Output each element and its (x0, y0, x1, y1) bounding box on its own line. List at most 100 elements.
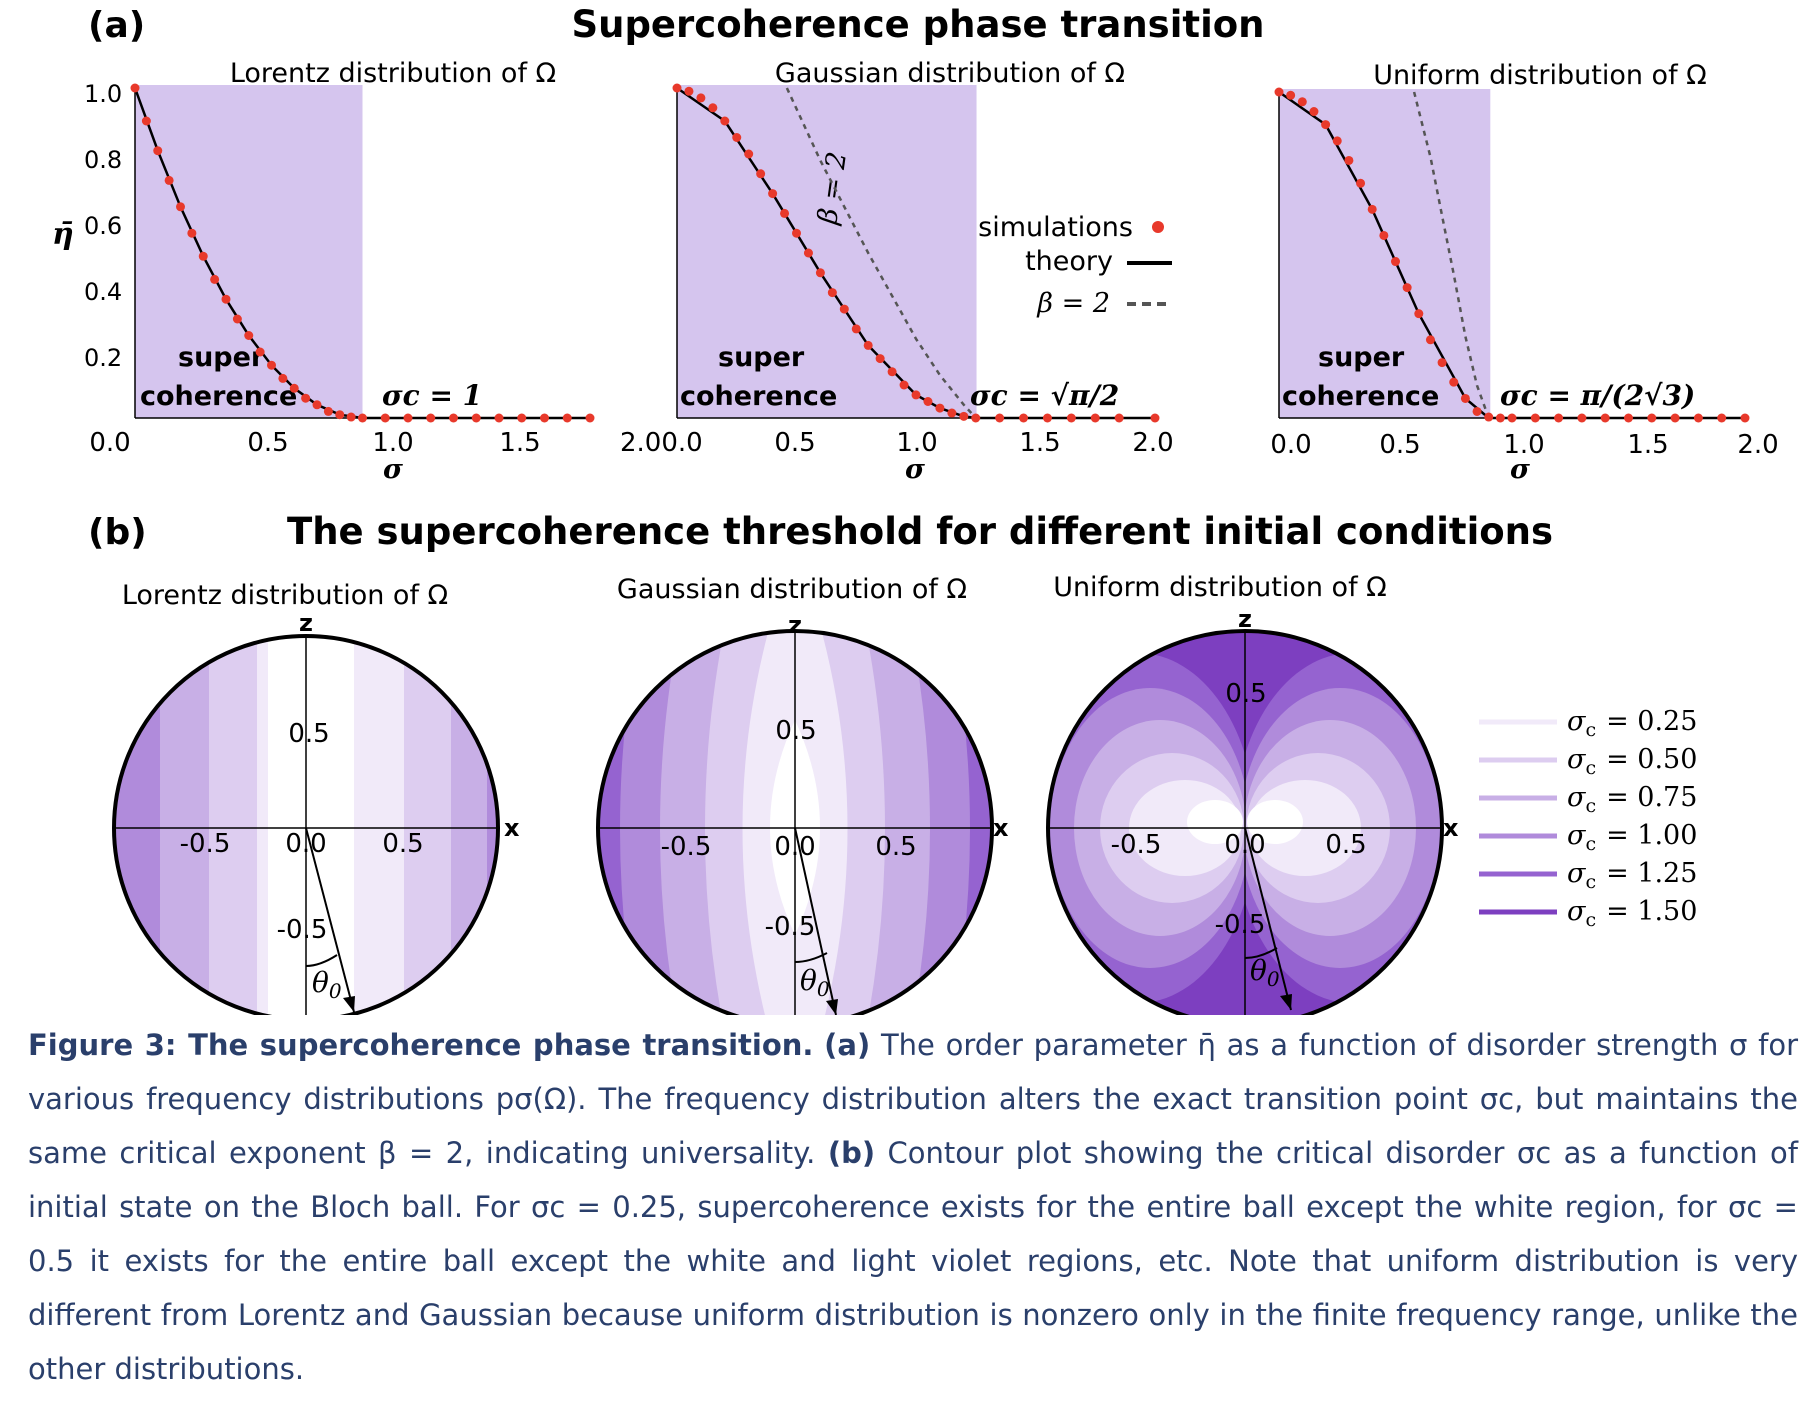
theta-label: θ0 (800, 964, 830, 1001)
bloch-ball-uniform: Uniform distribution of Ω z x -0.5 0.0 0… (1046, 572, 1459, 1015)
simulation-point (153, 146, 163, 156)
caption-a-label: (a) (824, 1028, 871, 1062)
plot-gaussian: Gaussian distribution of Ω 2.00.0 0.5 1.… (620, 58, 1174, 485)
simulation-point (744, 149, 754, 159)
simulation-point (1114, 413, 1124, 423)
simulation-point (1600, 413, 1610, 423)
critical-label: σc = π/(2√3) (1500, 379, 1695, 412)
simulation-point (1670, 413, 1680, 423)
x-tick: 2.00.0 (620, 428, 703, 458)
caption-text-a: The order parameter η̄ as a function of … (28, 1028, 1799, 1170)
simulation-point (1309, 107, 1319, 117)
x-tick: 0.5 (1379, 430, 1420, 460)
critical-label: σc = 1 (382, 379, 482, 412)
simulation-point (839, 304, 849, 314)
simulation-point (780, 208, 790, 218)
supercoherence-region (1279, 89, 1491, 418)
legend-simulations-label: simulations (978, 212, 1133, 243)
z-tick: -0.5 (765, 912, 816, 942)
figure: (a) Supercoherence phase transition Lore… (52, 3, 1779, 1015)
state-vector-arrowhead (343, 996, 355, 1012)
simulation-point (130, 83, 140, 93)
contour-title: Gaussian distribution of Ω (617, 574, 967, 605)
simulation-point (1414, 309, 1424, 319)
simulation-point (426, 413, 436, 423)
y-tick: 0.6 (84, 212, 122, 240)
z-tick: 0.5 (1225, 679, 1266, 709)
simulation-point (827, 288, 837, 298)
simulation-point (1530, 413, 1540, 423)
x-tick: 2.0 (1737, 430, 1778, 460)
simulation-point (756, 169, 766, 179)
simulation-point (1717, 413, 1727, 423)
simulation-point (323, 406, 333, 416)
simulation-point (278, 373, 288, 383)
state-vector-arrowhead (826, 999, 838, 1015)
simulation-point (1356, 178, 1366, 188)
simulation-point (803, 248, 813, 258)
beta-2-curve (785, 87, 977, 419)
simulation-point (1577, 413, 1587, 423)
state-vector (794, 827, 837, 1015)
x-tick: 0.5 (774, 428, 815, 458)
simulation-point (1402, 283, 1412, 293)
simulation-point (346, 412, 356, 422)
simulation-point (562, 413, 572, 423)
z-axis-label: z (299, 609, 313, 637)
simulation-point (1624, 413, 1633, 423)
x-tick: 1.0 (1503, 430, 1544, 460)
y-tick: 0.2 (84, 344, 122, 372)
simulation-point (899, 380, 909, 390)
simulation-point (1274, 87, 1284, 97)
theta-arc (1244, 947, 1278, 959)
simulation-point (923, 397, 933, 406)
simulation-point (267, 360, 276, 370)
x-tick: 1.5 (1627, 430, 1668, 460)
simulation-point (1554, 413, 1564, 423)
simulation-point (935, 403, 945, 413)
simulation-point (768, 189, 778, 199)
simulation-point (540, 413, 549, 423)
supercoherence-region (135, 85, 363, 418)
simulation-point (792, 228, 801, 238)
simulation-point (494, 413, 504, 423)
z-tick: 0.5 (775, 716, 816, 746)
x-tick: -0.5 (180, 829, 231, 859)
legend-label: σc = 0.50 (1567, 744, 1697, 779)
simulation-point (1332, 136, 1342, 146)
x-tick: 1.0 (372, 428, 413, 458)
bloch-ball-gaussian: Gaussian distribution of Ω z x -0.5 0.0 … (596, 574, 1009, 1015)
x-axis-label: x (504, 814, 520, 842)
region-label-line2: coherence (140, 381, 297, 412)
simulation-point (449, 413, 458, 423)
simulation-point (255, 347, 265, 357)
simulation-point (1321, 120, 1331, 130)
simulation-point (1150, 413, 1160, 423)
simulation-point (684, 86, 694, 96)
legend: simulations theory β = 2 (978, 212, 1172, 319)
region-label-line2: coherence (1282, 381, 1439, 412)
simulation-point (911, 390, 921, 400)
simulation-point (1297, 97, 1307, 107)
x-axis-label: σ (1510, 454, 1530, 485)
state-vector (305, 827, 355, 1013)
panel-b-title: The supercoherence threshold for differe… (287, 510, 1553, 553)
simulation-point (708, 103, 718, 113)
simulation-point (1449, 377, 1459, 387)
simulation-point (380, 413, 390, 423)
legend-label: σc = 0.75 (1567, 782, 1697, 817)
x-tick: 0.5 (1325, 830, 1366, 860)
critical-label: σc = √π/2 (970, 379, 1119, 412)
legend-label: σc = 1.00 (1567, 820, 1697, 855)
region-label-line1: super (718, 342, 805, 373)
simulation-point (1042, 413, 1052, 423)
simulation-point (887, 367, 897, 377)
simulation-point (1472, 406, 1482, 416)
x-tick: 1.5 (499, 428, 540, 458)
plot-title: Lorentz distribution of Ω (230, 58, 556, 89)
bloch-ball-lorentz: Lorentz distribution of Ω z x -0.5 0.0 0… (112, 580, 520, 1015)
simulation-point (1344, 155, 1354, 165)
region-label-line2: coherence (680, 381, 837, 412)
y-tick: 0.8 (84, 146, 122, 174)
